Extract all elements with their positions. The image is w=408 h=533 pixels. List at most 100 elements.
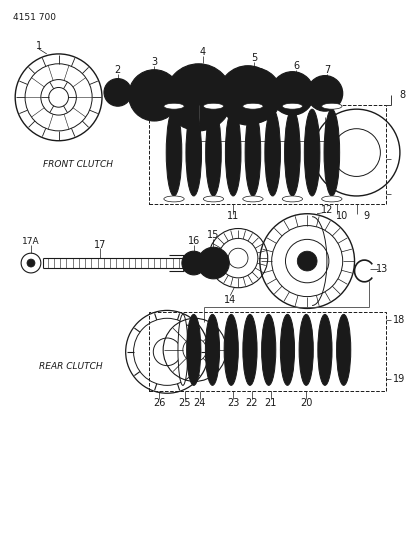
Ellipse shape: [268, 128, 277, 176]
Ellipse shape: [175, 74, 222, 121]
Ellipse shape: [203, 196, 224, 202]
Text: 7: 7: [324, 64, 330, 75]
Ellipse shape: [282, 103, 303, 109]
Ellipse shape: [243, 314, 257, 385]
Ellipse shape: [304, 109, 320, 196]
Ellipse shape: [302, 332, 310, 368]
Ellipse shape: [324, 109, 339, 196]
Text: 10: 10: [336, 211, 348, 221]
Text: 2: 2: [115, 64, 121, 75]
Ellipse shape: [327, 128, 337, 176]
Text: REAR CLUTCH: REAR CLUTCH: [39, 362, 102, 371]
Bar: [149, 312, 386, 391]
Ellipse shape: [243, 103, 263, 109]
Ellipse shape: [179, 78, 218, 117]
Ellipse shape: [178, 314, 188, 385]
Ellipse shape: [321, 332, 329, 368]
Text: 3: 3: [151, 57, 157, 67]
Ellipse shape: [186, 314, 201, 385]
Ellipse shape: [204, 254, 222, 272]
Ellipse shape: [198, 247, 229, 279]
Text: 17: 17: [94, 240, 106, 251]
Ellipse shape: [208, 332, 216, 368]
Text: 14: 14: [224, 295, 236, 304]
Bar: [149, 105, 386, 204]
Circle shape: [191, 90, 206, 105]
Ellipse shape: [206, 109, 221, 196]
Text: 26: 26: [153, 398, 165, 408]
Text: 20: 20: [300, 398, 313, 408]
Text: 17A: 17A: [22, 237, 40, 246]
Ellipse shape: [322, 103, 342, 109]
Ellipse shape: [243, 196, 263, 202]
Ellipse shape: [218, 66, 277, 125]
Ellipse shape: [284, 332, 291, 368]
Ellipse shape: [129, 70, 180, 121]
Ellipse shape: [226, 68, 282, 123]
Ellipse shape: [165, 64, 232, 131]
Text: 13: 13: [376, 264, 388, 274]
Ellipse shape: [137, 78, 172, 113]
Ellipse shape: [265, 109, 280, 196]
Circle shape: [27, 259, 35, 267]
Text: 9: 9: [363, 211, 369, 221]
Ellipse shape: [224, 314, 238, 385]
Ellipse shape: [227, 332, 235, 368]
Ellipse shape: [280, 314, 295, 385]
Text: 5: 5: [251, 53, 257, 63]
Ellipse shape: [299, 314, 313, 385]
Text: 21: 21: [264, 398, 277, 408]
Ellipse shape: [307, 76, 343, 111]
Text: 4151 700: 4151 700: [13, 13, 56, 22]
Text: 23: 23: [227, 398, 239, 408]
Text: 12: 12: [321, 205, 333, 215]
Ellipse shape: [234, 76, 274, 115]
Ellipse shape: [209, 128, 218, 176]
Ellipse shape: [186, 109, 202, 196]
Text: 4: 4: [200, 47, 206, 57]
Ellipse shape: [307, 128, 317, 176]
Ellipse shape: [277, 78, 307, 108]
Ellipse shape: [104, 78, 132, 106]
Text: 11: 11: [227, 211, 239, 221]
Ellipse shape: [205, 314, 220, 385]
Ellipse shape: [265, 332, 273, 368]
Circle shape: [297, 251, 317, 271]
Ellipse shape: [166, 109, 182, 196]
Ellipse shape: [169, 128, 179, 176]
Ellipse shape: [282, 196, 303, 202]
Text: 24: 24: [193, 398, 206, 408]
Ellipse shape: [262, 314, 276, 385]
Text: 8: 8: [399, 91, 405, 100]
Ellipse shape: [226, 74, 270, 117]
Ellipse shape: [340, 332, 348, 368]
Ellipse shape: [337, 314, 351, 385]
Ellipse shape: [284, 109, 300, 196]
Ellipse shape: [189, 128, 198, 176]
Ellipse shape: [187, 256, 201, 270]
Text: 1: 1: [36, 41, 42, 51]
Ellipse shape: [164, 103, 184, 109]
Ellipse shape: [248, 128, 257, 176]
Ellipse shape: [182, 251, 206, 275]
Ellipse shape: [245, 109, 261, 196]
Ellipse shape: [109, 84, 126, 101]
Ellipse shape: [228, 128, 238, 176]
Ellipse shape: [164, 196, 184, 202]
Ellipse shape: [225, 109, 241, 196]
Text: 6: 6: [293, 61, 299, 71]
Text: 15: 15: [207, 230, 220, 240]
Ellipse shape: [271, 71, 314, 115]
Ellipse shape: [288, 128, 297, 176]
Text: 22: 22: [246, 398, 258, 408]
Ellipse shape: [318, 314, 332, 385]
Text: 19: 19: [393, 375, 405, 384]
Ellipse shape: [187, 85, 211, 109]
Ellipse shape: [313, 82, 337, 105]
Text: FRONT CLUTCH: FRONT CLUTCH: [43, 160, 113, 169]
Ellipse shape: [322, 196, 342, 202]
Ellipse shape: [246, 332, 254, 368]
Text: 16: 16: [188, 236, 200, 246]
Text: 25: 25: [179, 398, 191, 408]
Text: 18: 18: [393, 315, 405, 325]
